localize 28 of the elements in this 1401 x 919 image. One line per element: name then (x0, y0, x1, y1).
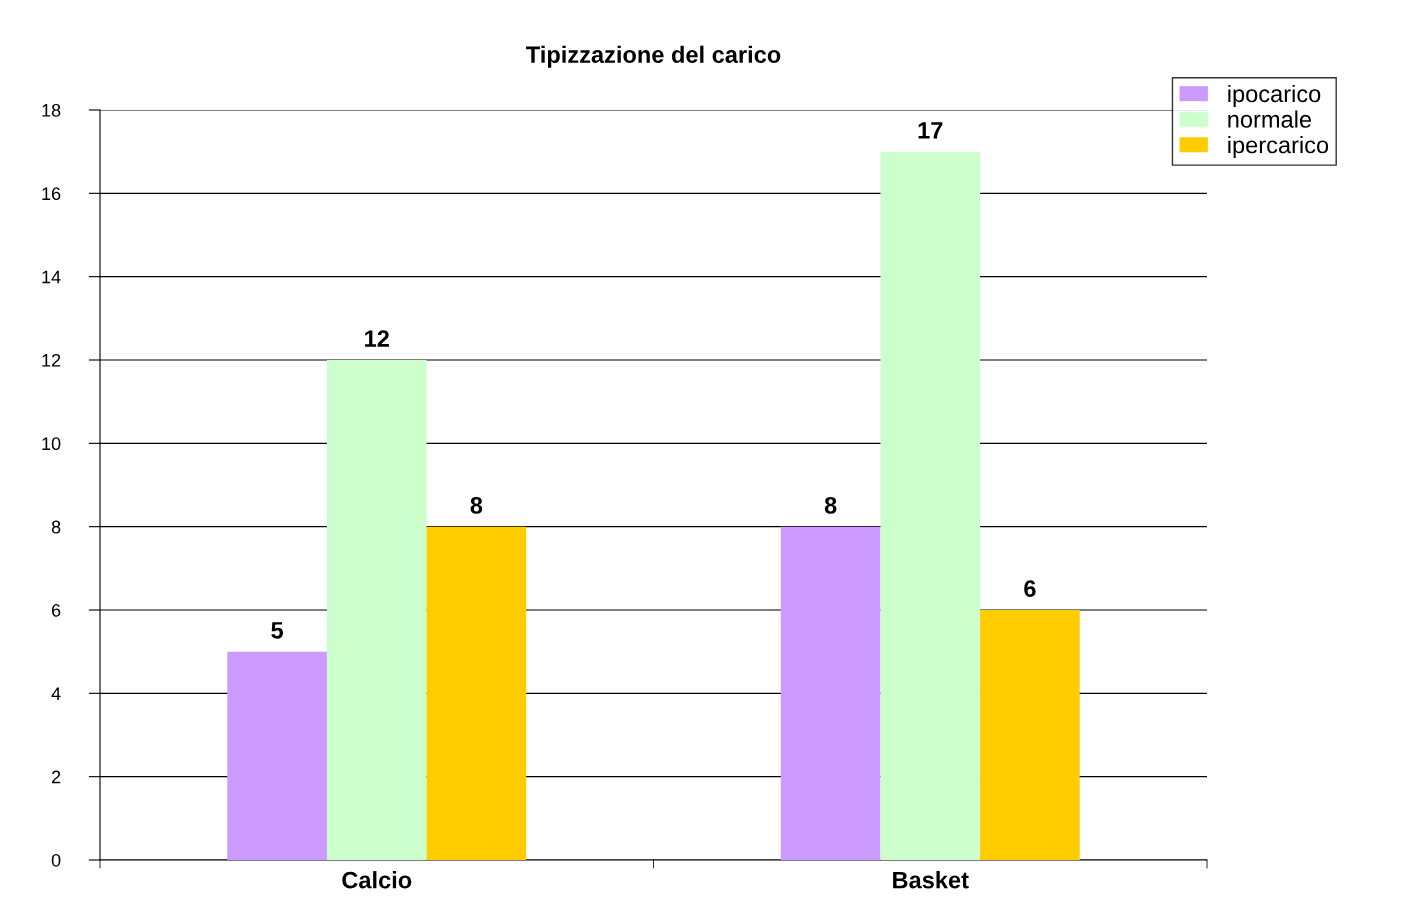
chart-title: Tipizzazione del carico (526, 45, 781, 68)
y-tick-label: 4 (51, 687, 61, 700)
bar (980, 610, 1080, 860)
x-tick-label: Basket (893, 871, 969, 889)
y-tick-label: 2 (51, 770, 61, 784)
y-tick-label: 8 (51, 520, 61, 534)
data-label: 5 (271, 622, 284, 639)
x-tick-label: Calcio (342, 871, 412, 889)
y-tick-label: 18 (42, 103, 61, 117)
legend-label: normale (1228, 110, 1312, 128)
y-tick-label: 10 (42, 437, 61, 451)
bar (780, 526, 881, 860)
data-label: 17 (918, 122, 943, 139)
data-label: 6 (1024, 580, 1036, 597)
bar (326, 360, 427, 860)
bar (426, 526, 527, 860)
legend-label: ipocarico (1228, 84, 1321, 107)
y-tick-label: 6 (51, 603, 61, 617)
y-tick-label: 16 (42, 187, 61, 201)
data-label: 8 (470, 496, 483, 514)
y-tick-label: 14 (42, 270, 61, 284)
bar (880, 151, 981, 860)
y-tick-label: 12 (42, 353, 61, 367)
data-label: 8 (824, 496, 837, 514)
data-label: 12 (365, 330, 389, 347)
bar (227, 651, 327, 860)
y-tick-label: 0 (51, 853, 61, 867)
legend-label: ipercarico (1228, 135, 1329, 158)
